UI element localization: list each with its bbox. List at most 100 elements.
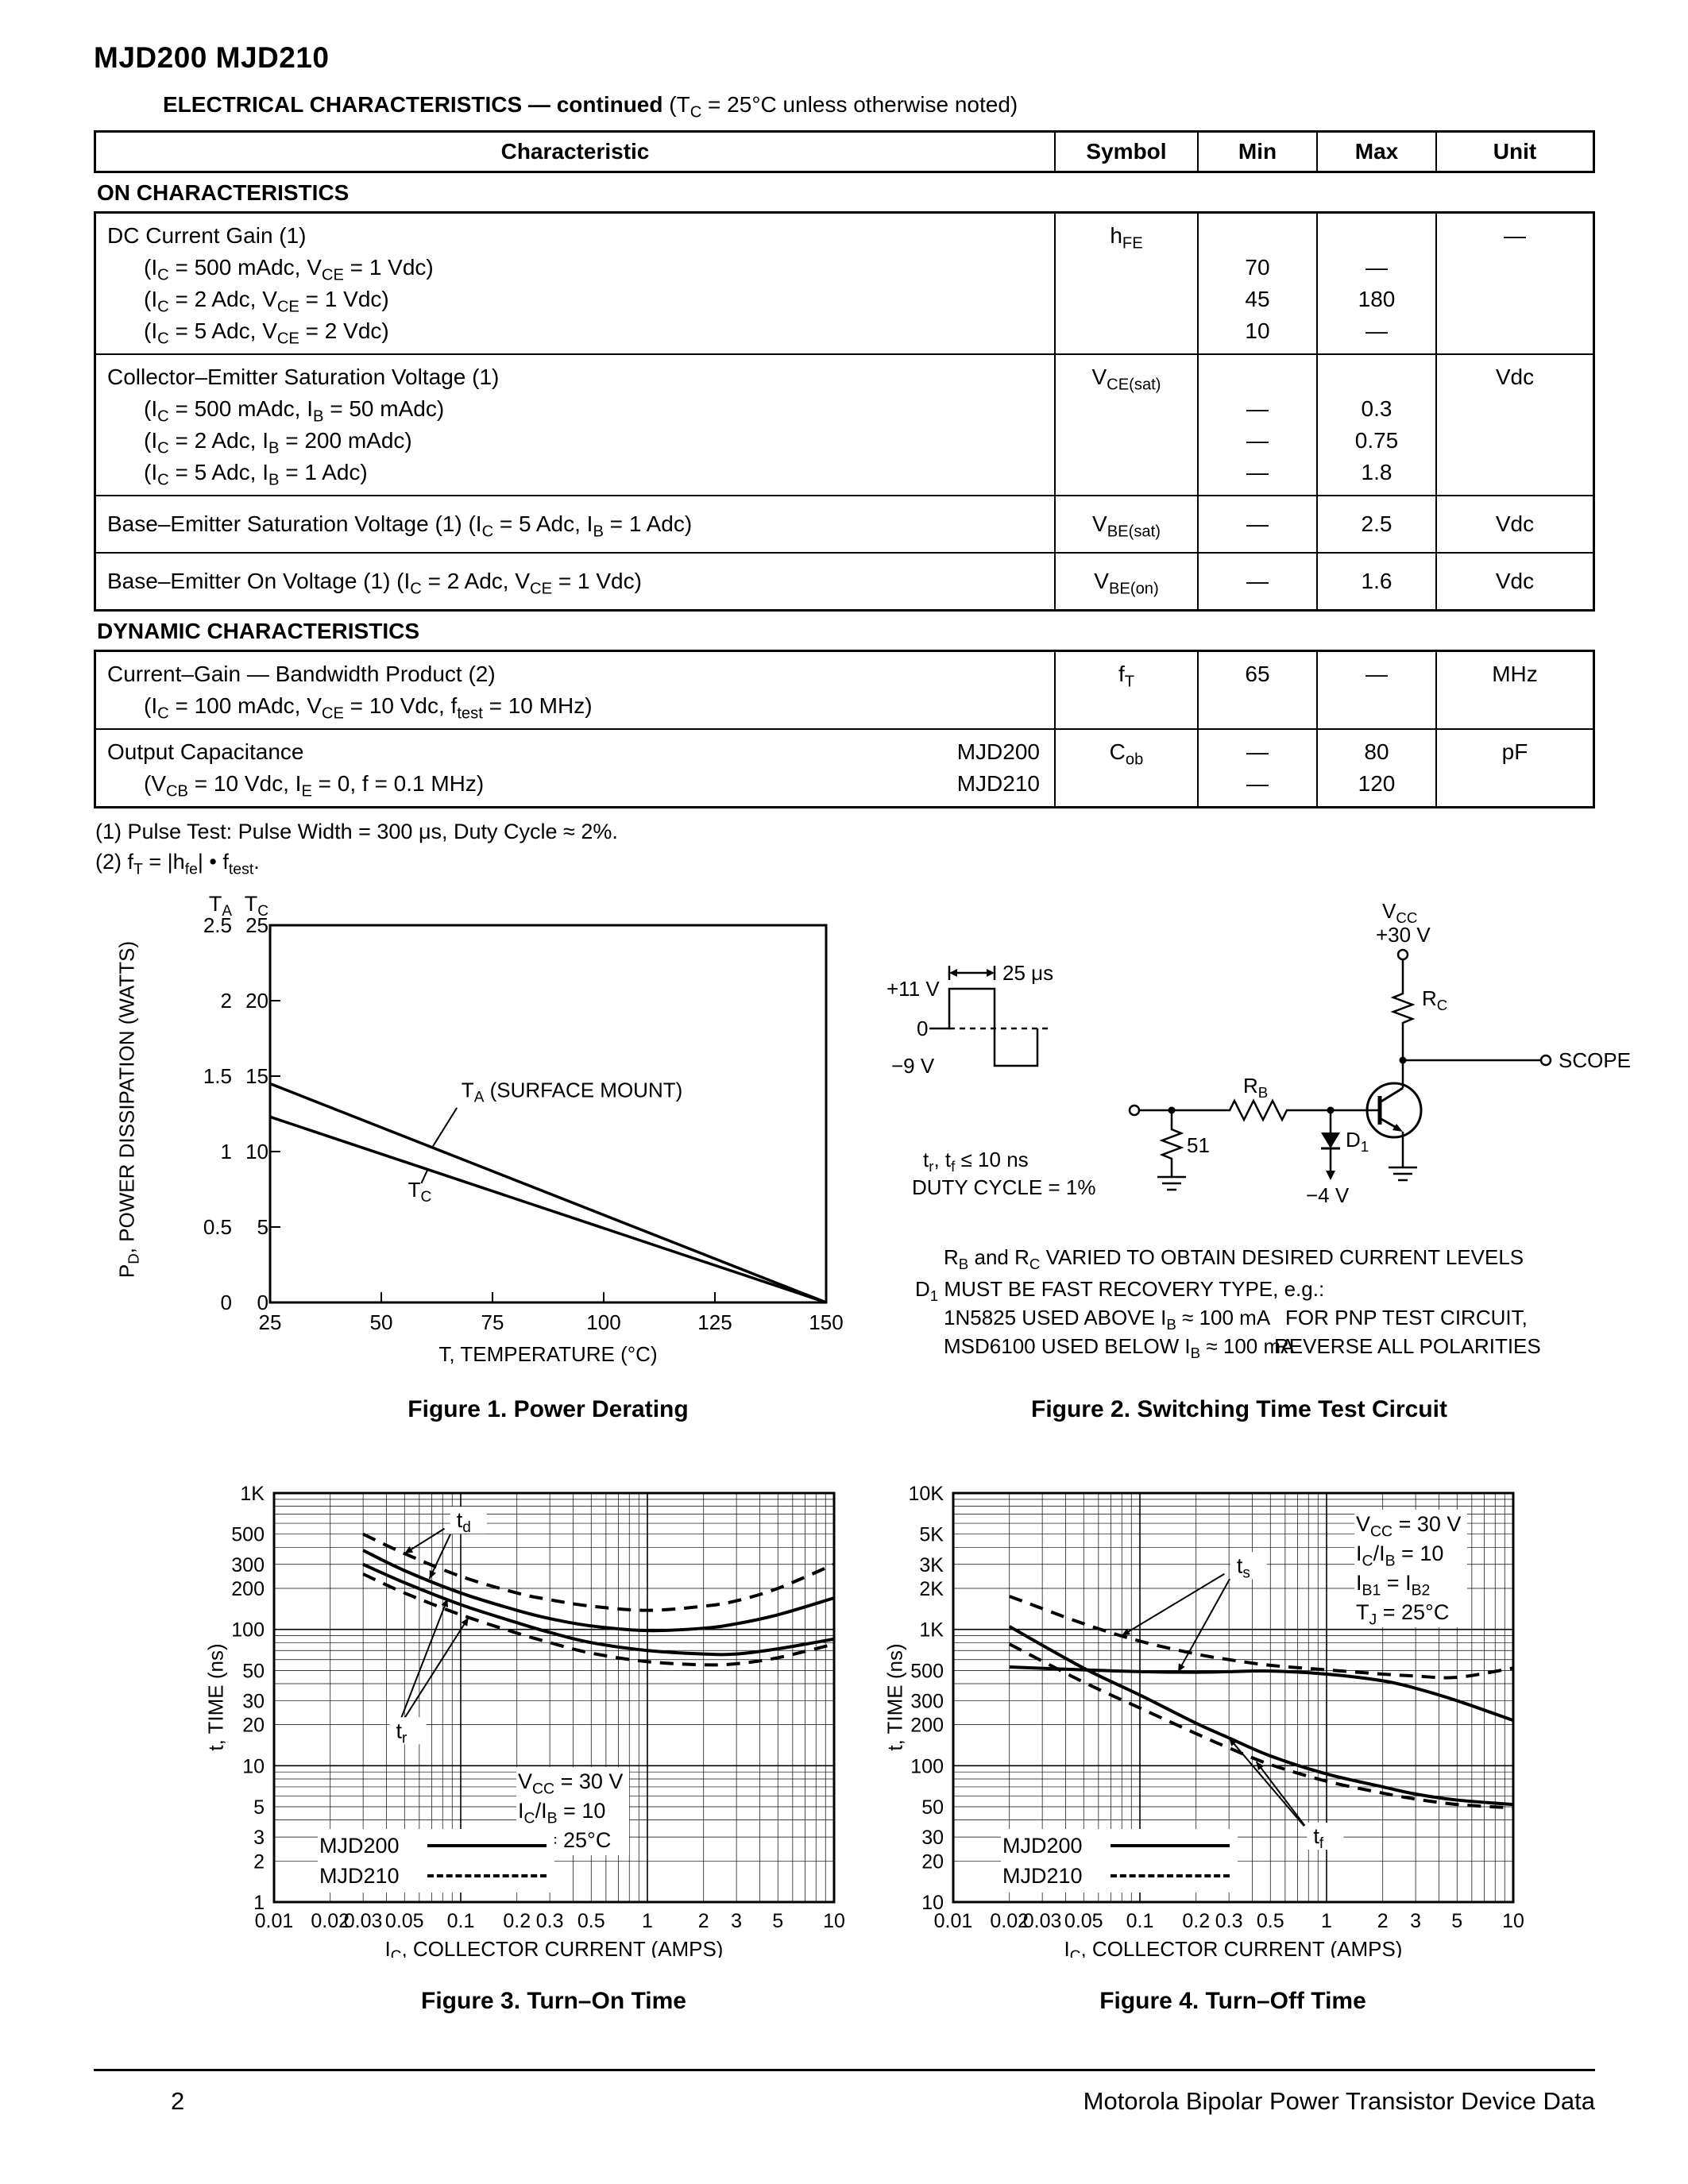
svg-text:20: 20 [242, 1715, 265, 1737]
unit-cell: — [1435, 214, 1593, 353]
table-row: Output Capacitance MJD200 (VCB = 10 Vdc, I… [96, 728, 1593, 806]
scope-terminal [1539, 1054, 1552, 1067]
characteristic-cell: Base–Emitter Saturation Voltage (1) (IC … [96, 496, 1054, 552]
arrowhead-left [949, 969, 957, 977]
svg-text:0.5: 0.5 [1257, 1910, 1284, 1932]
legend-item: MJD210 [1002, 1861, 1230, 1891]
characteristic-line: DC Current Gain (1) [107, 223, 307, 248]
svg-text:200: 200 [231, 1578, 265, 1600]
minus4v-arrow [1326, 1171, 1335, 1180]
device-variant-label: MJD200 [956, 739, 1040, 764]
characteristic-cell: Current–Gain — Bandwidth Product (2) (IC … [96, 652, 1054, 728]
svg-text:0.03: 0.03 [344, 1910, 383, 1932]
svg-text:5: 5 [1451, 1910, 1462, 1932]
svg-text:30: 30 [921, 1827, 944, 1849]
svg-text:0.1: 0.1 [447, 1910, 475, 1932]
svg-text:0.03: 0.03 [1023, 1910, 1062, 1932]
characteristic-cell: Output Capacitance MJD200 (VCB = 10 Vdc, I… [96, 730, 1054, 806]
unit-cell: Vdc [1435, 355, 1593, 495]
legend-line-sample [1111, 1874, 1230, 1877]
svg-text:1: 1 [1321, 1910, 1332, 1932]
table-header-row: Characteristic Symbol Min Max Unit [94, 130, 1595, 173]
plot-border [272, 1491, 836, 1904]
figure1-chart: TA TC2.5 252 201.5 151 100.5 50 025 50 75 100 125 15… [203, 892, 844, 1366]
min-cell: 65 [1197, 652, 1316, 728]
characteristic-line: (IC = 2 Adc, IB = 200 mAdc) [144, 428, 412, 457]
pnp-note-line2: REVERSE ALL POLARITIES [1274, 1334, 1541, 1358]
heading-condition-note: (TC = 25°C unless otherwise noted) [662, 92, 1018, 122]
plot-border [268, 924, 828, 1304]
annotation-arrow [429, 1569, 436, 1579]
figure3-turn-on-time: t, TIME (ns) 0.01 0.02 0.03 0.05 0.1 0.2 0.3 0.… [199, 1481, 866, 1965]
svg-text:500: 500 [910, 1660, 944, 1682]
svg-text:3: 3 [731, 1910, 742, 1932]
terminals [1128, 948, 1552, 1117]
characteristic-line: (IC = 2 Adc, VCE = 1 Vdc) [144, 287, 389, 316]
duty-cycle-label: DUTY CYCLE = 1% [912, 1175, 1096, 1199]
svg-text:100: 100 [586, 1310, 620, 1334]
legend-line-sample [427, 1874, 547, 1877]
characteristic-line: Output Capacitance MJD200 [107, 736, 1045, 768]
svg-text:2: 2 [253, 1850, 265, 1873]
neg4v-label: −4 V [1306, 1183, 1350, 1207]
figure4-turn-off-time: t, TIME (ns) 0.01 0.02 0.03 0.05 0.1 0.2 0.3 0.… [878, 1481, 1545, 1965]
svg-text:150: 150 [809, 1310, 843, 1334]
curve-tr-mjd200 [362, 1562, 835, 1657]
svg-text:5: 5 [772, 1910, 783, 1932]
d1-label: D1 [1346, 1128, 1369, 1156]
svg-text:IC, COLLECTOR CURRENT (AMPS): IC, COLLECTOR CURRENT (AMPS) [385, 1937, 724, 1958]
figure3-caption: Figure 3. Turn–On Time [421, 1988, 686, 2014]
column-header: Unit [1435, 133, 1593, 171]
table-block: Current–Gain — Bandwidth Product (2) (IC … [94, 650, 1595, 808]
pulse-waveform-trace [929, 987, 1039, 1067]
table-body: ON CHARACTERISTICS DC Current Gain (1) (IC… [94, 173, 1595, 808]
label-backdrop [1307, 1822, 1344, 1850]
footer-rule [94, 2069, 1595, 2071]
curve-td-mjd200 [362, 1549, 835, 1633]
rise-fall-time-label: tr, tf ≤ 10 ns [923, 1148, 1029, 1175]
svg-text:TA (SURFACE MOUNT): TA (SURFACE MOUNT) [462, 1078, 682, 1106]
figure4-y-axis-title: t, TIME (ns) [883, 1643, 907, 1751]
label-backdrop [389, 1717, 427, 1745]
svg-text:3K: 3K [919, 1554, 944, 1576]
annotation-arrow [461, 1617, 469, 1626]
ground-symbols [1157, 1166, 1417, 1191]
scope-label: SCOPE [1559, 1048, 1632, 1072]
svg-text:TC: TC [245, 892, 268, 920]
characteristic-line: Collector–Emitter Saturation Voltage (1) [107, 365, 500, 389]
page-number: 2 [171, 2087, 185, 2115]
svg-text:0.05: 0.05 [1064, 1910, 1103, 1932]
electrical-characteristics-heading: ELECTRICAL CHARACTERISTICS — continued (… [163, 92, 1595, 122]
svg-text:100: 100 [231, 1619, 265, 1642]
unit-cell: Vdc [1435, 496, 1593, 552]
column-header: Characteristic [500, 139, 650, 164]
svg-text:50: 50 [921, 1796, 944, 1819]
table-section-title: ON CHARACTERISTICS [97, 180, 350, 205]
svg-text:0.2: 0.2 [503, 1910, 531, 1932]
unit-cell: MHz [1435, 652, 1593, 728]
svg-text:TC: TC [408, 1178, 432, 1206]
legend-item: MJD210 [319, 1861, 547, 1891]
svg-text:2.5: 2.5 [203, 913, 232, 937]
svg-text:1: 1 [642, 1910, 653, 1932]
svg-text:2K: 2K [919, 1578, 944, 1600]
svg-text:50: 50 [370, 1310, 393, 1334]
svg-text:1: 1 [253, 1892, 265, 1914]
legend-line-sample [427, 1844, 547, 1847]
svg-text:1: 1 [221, 1140, 232, 1163]
condition-line: TJ = 25°C [1356, 1600, 1450, 1629]
svg-text:0.05: 0.05 [385, 1910, 424, 1932]
input-terminal [1128, 1104, 1141, 1117]
vcc-value-label: +30 V [1376, 923, 1431, 947]
figure1-y-axis-title: PD, POWER DISSIPATION (WATTS) [114, 940, 142, 1279]
plus11v-label: +11 V [886, 977, 940, 1001]
arrowhead-right [987, 969, 995, 977]
svg-text:15: 15 [245, 1064, 268, 1088]
footnote: (1) Pulse Test: Pulse Width = 300 μs, Du… [95, 820, 618, 843]
top-content: MJD200 MJD210 ELECTRICAL CHARACTERISTICS… [94, 0, 1595, 877]
legend: MJD200 MJD210 [318, 1829, 554, 1893]
rb-resistor [1223, 1098, 1295, 1122]
column-header: Symbol [1054, 133, 1197, 171]
curve-ts-mjd210 [1009, 1595, 1514, 1680]
footnote: (2) fT = |hfe| • ftest. [95, 850, 260, 878]
